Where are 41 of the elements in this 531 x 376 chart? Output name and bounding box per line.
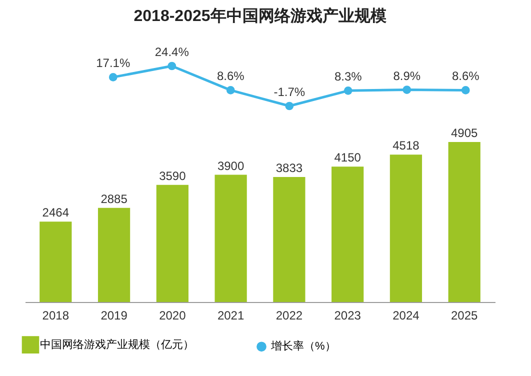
data-label: 4150: [334, 150, 362, 165]
x-tick-label: 2021: [217, 308, 244, 322]
x-tick-label: 2024: [392, 308, 420, 322]
data-label: 4905: [450, 126, 478, 140]
x-tick-label: 2020: [159, 308, 186, 322]
point: [168, 62, 176, 70]
data-label: 3833: [276, 160, 303, 175]
bar: [156, 184, 188, 302]
bar: [448, 142, 480, 302]
legend-label: 增长率（%）: [270, 340, 336, 353]
data-label: 8.6%: [216, 69, 245, 84]
point: [344, 86, 352, 95]
data-label: 24.4%: [154, 45, 190, 59]
data-label: 8.6%: [452, 69, 480, 84]
x-tick-label: 2023: [334, 308, 362, 322]
data-label: 2464: [42, 206, 70, 220]
data-label: 8.9%: [393, 68, 421, 83]
bar: [214, 174, 247, 302]
data-label: 2885: [100, 192, 128, 206]
data-label: 4518: [392, 138, 420, 153]
legend-label: 中国网络游戏产业规模（亿元）: [40, 338, 194, 351]
x-tick-label: 2019: [100, 308, 128, 322]
point: [402, 86, 412, 94]
point: [285, 102, 294, 110]
data-label: -1.7%: [274, 85, 306, 99]
chart-title: 2018-2025年中国网络游戏产业规模: [134, 7, 386, 25]
bar: [98, 208, 130, 302]
data-label: 3590: [159, 168, 186, 183]
data-label: 3900: [217, 158, 244, 173]
x-tick-label: 2025: [450, 308, 478, 322]
bar: [273, 176, 306, 302]
bar: [390, 154, 422, 302]
data-label: 17.1%: [96, 56, 130, 70]
bar: [332, 166, 364, 302]
x-tick-label: 2022: [276, 308, 303, 322]
point: [226, 86, 235, 94]
point: [461, 86, 470, 94]
data-label: 8.3%: [334, 70, 362, 84]
point: [108, 73, 118, 82]
x-tick-label: 2018: [42, 308, 70, 322]
bar: [40, 222, 72, 302]
